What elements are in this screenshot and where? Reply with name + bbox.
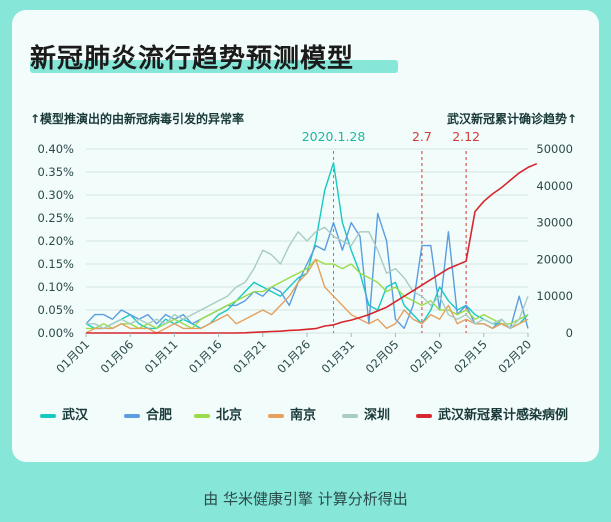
x-tick-label: 01月26: [274, 337, 313, 376]
series-line: [86, 162, 538, 334]
page-title: 新冠肺炎流行趋势预测模型: [30, 44, 355, 74]
right-ticks: 0 10000 20000 30000 40000 50000: [536, 142, 573, 340]
legend-item: 武汉: [40, 404, 88, 423]
legend-swatch: [342, 413, 358, 418]
x-tick-label: 01月01: [53, 337, 92, 376]
legend-item: 合肥: [124, 404, 172, 423]
legend-label: 南京: [290, 408, 317, 423]
title-highlight: [30, 60, 398, 73]
left-tick-label: 0.35%: [37, 165, 74, 179]
right-tick-label: 50000: [536, 142, 573, 156]
legend-swatch: [268, 413, 284, 418]
series-line: [86, 226, 529, 330]
x-tick-label: 01月21: [230, 337, 269, 376]
legend-label: 武汉: [62, 408, 89, 423]
series-line: [85, 162, 529, 330]
left-tick-label: 0.30%: [37, 188, 74, 202]
legend-label: 合肥: [146, 408, 173, 423]
right-axis-label: 武汉新冠累计确诊趋势↑: [446, 112, 577, 126]
x-tick-label: 02月10: [407, 337, 446, 376]
right-tick-label: 0: [566, 326, 573, 340]
legend-swatch: [416, 413, 432, 418]
footer-credit: 由 华米健康引擎 计算分析得出: [203, 490, 408, 508]
annotations: 2020.1.28 2.7 2.12: [302, 129, 480, 333]
left-ticks: 0.00% 0.05% 0.10% 0.15% 0.20% 0.25% 0.30% 0.35%…: [37, 142, 74, 340]
x-tick-label: 02月20: [495, 337, 534, 376]
x-tick-label: 01月11: [142, 337, 181, 376]
x-tick-label: 01月31: [319, 337, 358, 376]
legend: 武汉 合肥 北京 南京 深圳 武汉新冠累计感染病例: [40, 404, 600, 426]
x-tick-label: 02月05: [363, 337, 402, 376]
right-tick-label: 40000: [536, 179, 573, 193]
left-tick-label: 0.10%: [37, 280, 74, 294]
legend-swatch: [124, 413, 140, 418]
legend-swatch: [40, 413, 56, 418]
chart-card: [12, 10, 599, 462]
annotation-label: 2.12: [452, 129, 480, 144]
series-lines: [85, 162, 538, 334]
right-tick-label: 20000: [536, 252, 573, 266]
series-line: [86, 258, 529, 330]
legend-label: 武汉新冠累计感染病例: [438, 408, 569, 423]
x-ticks: 01月01 01月06 01月11 01月16 01月21 01月26 01月31 02月05…: [53, 333, 534, 376]
annotation-label: 2020.1.28: [302, 129, 366, 144]
left-axis-label: ↑模型推演出的由新冠病毒引发的异常率: [30, 112, 245, 126]
left-tick-label: 0.00%: [37, 326, 74, 340]
legend-swatch: [194, 413, 210, 418]
legend-label: 北京: [216, 408, 243, 423]
left-tick-label: 0.25%: [37, 211, 74, 225]
left-tick-label: 0.40%: [37, 142, 74, 156]
annotation-label: 2.7: [412, 129, 432, 144]
right-tick-label: 30000: [536, 216, 573, 230]
legend-item: 武汉新冠累计感染病例: [416, 404, 568, 423]
left-tick-label: 0.05%: [37, 303, 74, 317]
legend-item: 南京: [268, 404, 316, 423]
x-tick-label: 01月06: [98, 337, 137, 376]
legend-item: 北京: [194, 404, 242, 423]
x-tick-label: 02月15: [451, 337, 490, 376]
left-tick-label: 0.15%: [37, 257, 74, 271]
legend-item: 深圳: [342, 404, 390, 423]
left-tick-label: 0.20%: [37, 234, 74, 248]
legend-label: 深圳: [364, 408, 391, 423]
right-tick-label: 10000: [536, 289, 573, 303]
x-tick-label: 01月16: [186, 337, 225, 376]
